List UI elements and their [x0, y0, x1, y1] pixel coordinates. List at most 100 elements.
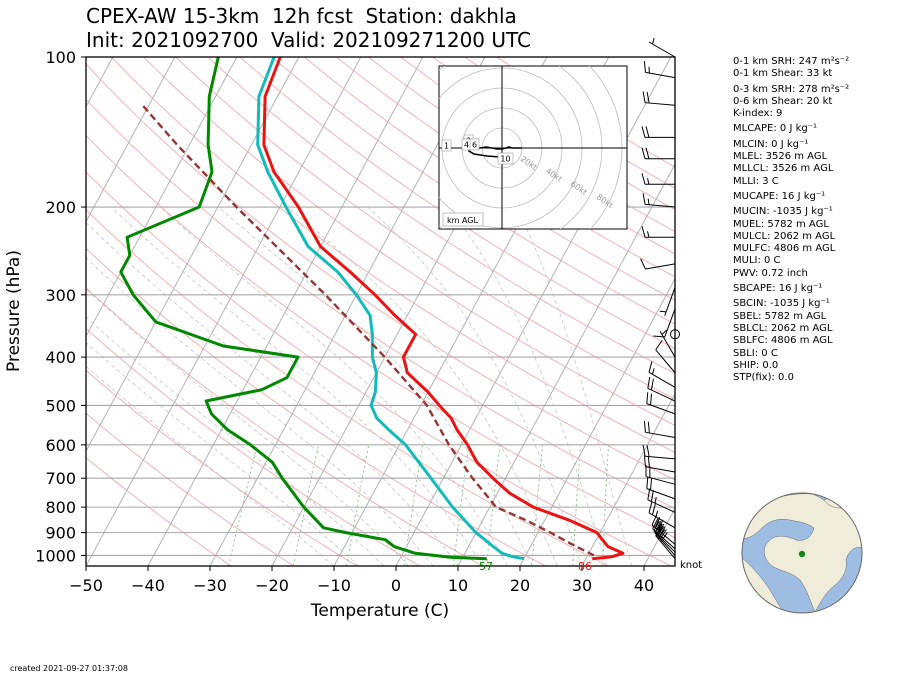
index-line: SBLCL: 2062 m AGL: [733, 322, 833, 334]
chart-subtitle: Init: 2021092700 Valid: 202109271200 UTC: [86, 28, 532, 52]
barb-flag: [659, 526, 666, 537]
moist-adiabat: [86, 257, 434, 566]
dry-adiabat: [86, 247, 546, 566]
barb-staff: [651, 524, 676, 545]
index-line: MULFC: 4806 m AGL: [733, 243, 836, 255]
moist-adiabat: [515, 206, 633, 566]
height-label-1: 1: [444, 142, 449, 151]
surface-temperature-label: 86: [578, 560, 592, 573]
mixing-ratio-line: [346, 444, 370, 566]
wind-barbs: [640, 37, 680, 559]
index-line: PWV: 0.72 inch: [733, 267, 808, 279]
barb-staff: [645, 102, 676, 106]
index-line: MULI: 0 C: [733, 255, 781, 267]
barb-half-flag: [661, 329, 667, 335]
index-line: 0-1 km Shear: 33 kt: [733, 68, 833, 80]
barb-flag: [646, 445, 650, 457]
height-label-6: 6: [472, 141, 477, 150]
index-line: SHIP: 0.0: [733, 359, 779, 371]
wind-barb: [643, 61, 676, 79]
dry-adiabat: [335, 57, 675, 278]
barb-staff: [647, 499, 676, 513]
barb-half-flag: [652, 368, 655, 375]
x-tick-label: −40: [131, 576, 165, 595]
moist-adiabats: [86, 206, 633, 566]
mixing-ratio-line: [228, 444, 258, 566]
dry-adiabat: [86, 412, 295, 566]
barb-staff: [648, 41, 676, 58]
barb-flag: [643, 61, 646, 73]
y-tick-label: 100: [45, 48, 76, 67]
dry-adiabat: [86, 98, 675, 510]
wind-barb: [641, 147, 675, 160]
barb-flag: [653, 520, 660, 532]
wind-barb: [641, 173, 675, 185]
dry-adiabat: [86, 369, 358, 566]
barb-half-flag: [659, 310, 667, 313]
barb-flag: [641, 126, 646, 138]
barb-flag: [643, 455, 646, 467]
wind-barb: [642, 444, 676, 460]
barb-flag: [651, 503, 656, 515]
barb-flag: [646, 477, 649, 489]
chart-title: CPEX-AW 15-3km 12h fcst Station: dakhla: [86, 4, 517, 28]
index-line: 0-3 km SRH: 278 m²s⁻²: [733, 83, 850, 95]
barb-staff: [659, 330, 676, 358]
moist-adiabat: [86, 288, 409, 566]
wind-barb: [670, 329, 680, 340]
moist-adiabat: [86, 365, 335, 566]
index-line: MUCIN: -1035 J kg⁻¹: [733, 206, 833, 218]
dry-adiabat: [111, 57, 675, 454]
hodograph-inset: 20kt 40kt 60kt 80kt 1 3 4 6 10 km AGL: [438, 65, 628, 230]
barb-staff: [647, 387, 676, 402]
plot-frame: [85, 56, 676, 567]
barb-flag: [647, 488, 651, 500]
index-line: SBCAPE: 16 J kg⁻¹: [733, 283, 823, 295]
barb-staff: [648, 512, 676, 529]
mixing-ratio-line: [292, 444, 319, 566]
wind-barb: [641, 226, 675, 238]
barb-flag: [655, 521, 662, 532]
y-tick-label: 200: [45, 198, 76, 217]
barb-flag: [653, 335, 665, 338]
x-tick-label: −20: [255, 576, 289, 595]
mixing-ratio-line: [602, 444, 610, 566]
index-line: MUEL: 5782 m AGL: [733, 218, 829, 230]
dry-adiabat: [143, 57, 675, 427]
created-timestamp: created 2021-09-27 01:37:08: [10, 664, 128, 673]
barb-flag: [647, 421, 650, 434]
y-tick-label: 1000: [35, 546, 76, 565]
index-line: MLEL: 3526 m AGL: [733, 151, 828, 163]
y-axis-label: Pressure (hPa): [4, 250, 24, 372]
index-line: MUCAPE: 16 J kg⁻¹: [733, 190, 826, 202]
moist-adiabat: [218, 206, 533, 566]
index-line: SBLI: 0 C: [733, 347, 778, 359]
isobars: [86, 57, 675, 556]
index-line: 0-1 km SRH: 247 m²s⁻²: [733, 56, 850, 67]
barb-staff: [645, 476, 676, 485]
height-label-10: 10: [500, 155, 510, 164]
barb-staff: [655, 535, 676, 559]
barb-flag: [645, 147, 650, 159]
barb-staff: [664, 308, 676, 338]
wind-barb: [642, 193, 676, 208]
skewt-plot-area: [86, 57, 675, 566]
hodograph-line: [468, 146, 522, 158]
dry-adiabat: [207, 57, 675, 375]
wind-barb: [642, 91, 676, 106]
barb-half-flag: [647, 178, 650, 185]
isotherm: [86, 57, 362, 566]
temperature-line: [262, 57, 625, 561]
dry-adiabat: [86, 456, 232, 566]
barb-staff: [653, 530, 676, 553]
index-line: 0-6 km Shear: 20 kt: [733, 95, 833, 107]
km-agl-box: [442, 212, 484, 227]
dry-adiabat: [239, 57, 675, 350]
x-tick-label: 20: [510, 576, 530, 595]
dry-adiabat: [271, 57, 675, 325]
y-tick-label: 700: [45, 469, 76, 488]
barb-flag: [655, 340, 663, 351]
dry-adiabat: [175, 57, 675, 400]
x-axis-label: Temperature (C): [310, 601, 449, 621]
x-tick-label: −10: [317, 576, 351, 595]
